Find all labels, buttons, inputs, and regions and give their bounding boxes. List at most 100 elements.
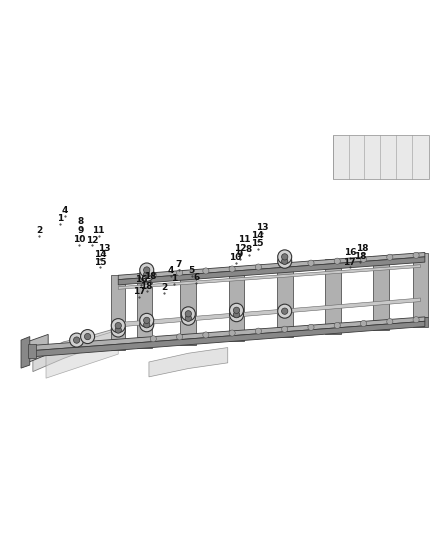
Polygon shape: [46, 330, 118, 378]
Circle shape: [74, 337, 80, 343]
Circle shape: [144, 271, 150, 278]
Text: 12: 12: [86, 236, 98, 245]
Polygon shape: [180, 270, 196, 334]
Circle shape: [140, 268, 154, 281]
Text: 16: 16: [344, 248, 357, 257]
Polygon shape: [229, 330, 244, 341]
Text: 18: 18: [144, 272, 156, 281]
Text: 18: 18: [357, 244, 369, 253]
Text: 13: 13: [98, 244, 110, 253]
Circle shape: [115, 322, 121, 329]
Circle shape: [233, 311, 240, 318]
Circle shape: [81, 329, 95, 344]
Text: 15: 15: [94, 257, 106, 266]
Circle shape: [233, 307, 240, 313]
Polygon shape: [33, 317, 425, 351]
Polygon shape: [118, 265, 420, 289]
Circle shape: [230, 303, 244, 317]
Circle shape: [181, 311, 195, 325]
Polygon shape: [33, 321, 425, 357]
Polygon shape: [118, 257, 425, 285]
Text: 16: 16: [135, 275, 147, 284]
Circle shape: [282, 254, 288, 260]
Polygon shape: [149, 348, 228, 377]
Text: 15: 15: [251, 239, 264, 248]
Circle shape: [334, 258, 340, 264]
Text: 11: 11: [238, 235, 251, 244]
Polygon shape: [28, 344, 36, 358]
Circle shape: [203, 268, 209, 274]
Circle shape: [413, 252, 419, 259]
Polygon shape: [333, 135, 429, 179]
Polygon shape: [118, 298, 420, 327]
Polygon shape: [180, 334, 196, 345]
Circle shape: [185, 311, 191, 317]
Polygon shape: [373, 256, 389, 320]
Circle shape: [278, 250, 292, 264]
Polygon shape: [118, 253, 425, 280]
Circle shape: [360, 320, 367, 327]
Circle shape: [111, 323, 125, 337]
Circle shape: [140, 318, 154, 332]
Circle shape: [144, 267, 150, 273]
Text: 10: 10: [73, 235, 85, 244]
Circle shape: [282, 258, 288, 264]
Text: 10: 10: [230, 253, 242, 262]
Circle shape: [387, 254, 393, 260]
Polygon shape: [33, 328, 118, 372]
Circle shape: [177, 270, 183, 276]
Circle shape: [229, 266, 235, 272]
Text: 12: 12: [234, 244, 246, 253]
Circle shape: [150, 336, 156, 342]
Circle shape: [115, 327, 121, 333]
Circle shape: [278, 254, 292, 268]
Text: 4: 4: [168, 266, 174, 276]
Circle shape: [308, 260, 314, 266]
Polygon shape: [413, 253, 428, 317]
Text: 14: 14: [94, 250, 106, 259]
Polygon shape: [373, 320, 389, 330]
Polygon shape: [111, 339, 125, 350]
Circle shape: [255, 264, 261, 270]
Circle shape: [111, 319, 125, 333]
Circle shape: [413, 317, 419, 323]
Polygon shape: [229, 266, 244, 330]
Circle shape: [282, 308, 288, 314]
Text: 8: 8: [78, 217, 84, 227]
Polygon shape: [325, 260, 341, 324]
Text: 11: 11: [92, 226, 105, 235]
Text: 7: 7: [176, 260, 182, 269]
Circle shape: [140, 313, 154, 327]
Circle shape: [144, 321, 150, 328]
Text: 1: 1: [57, 214, 64, 223]
Circle shape: [185, 315, 191, 321]
Circle shape: [140, 263, 154, 277]
Text: 14: 14: [251, 231, 264, 240]
Text: 2: 2: [36, 226, 42, 235]
Circle shape: [308, 324, 314, 330]
Circle shape: [334, 322, 340, 328]
Circle shape: [203, 332, 209, 338]
Text: 18: 18: [141, 282, 153, 290]
Text: 9: 9: [78, 226, 84, 235]
Polygon shape: [277, 263, 293, 327]
Polygon shape: [111, 275, 125, 339]
Polygon shape: [21, 336, 30, 368]
Circle shape: [360, 256, 367, 262]
Circle shape: [255, 328, 261, 334]
Text: 13: 13: [256, 223, 268, 232]
Circle shape: [282, 326, 288, 332]
Text: 1: 1: [171, 274, 177, 283]
Polygon shape: [27, 334, 48, 363]
Circle shape: [177, 334, 183, 340]
Text: 9: 9: [237, 250, 243, 259]
Polygon shape: [413, 317, 428, 327]
Text: 2: 2: [161, 283, 167, 292]
Text: 17: 17: [133, 287, 145, 296]
Polygon shape: [137, 273, 152, 337]
Circle shape: [387, 319, 393, 325]
Circle shape: [144, 317, 150, 324]
Text: 17: 17: [343, 257, 356, 266]
Text: 18: 18: [354, 252, 366, 261]
Circle shape: [230, 308, 244, 322]
